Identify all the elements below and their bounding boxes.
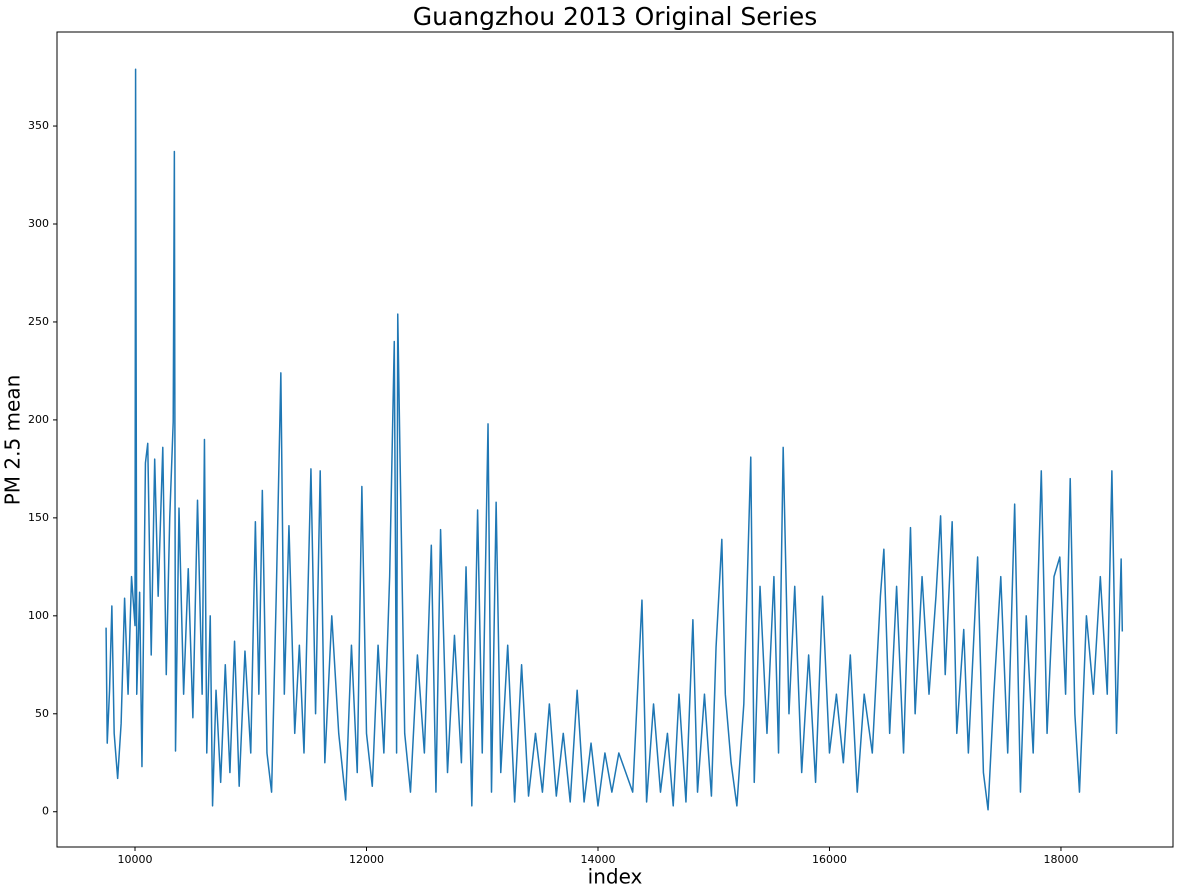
y-axis-label: PM 2.5 mean (1, 375, 25, 506)
x-tick-label: 12000 (349, 853, 384, 866)
x-tick-label: 14000 (580, 853, 615, 866)
chart-title: Guangzhou 2013 Original Series (413, 2, 818, 31)
y-tick-label: 150 (28, 511, 49, 524)
x-axis-label: index (588, 865, 643, 889)
x-tick-label: 18000 (1043, 853, 1078, 866)
y-tick-label: 350 (28, 119, 49, 132)
plot-frame (56, 31, 1174, 848)
y-tick-label: 50 (35, 707, 49, 720)
y-tick-label: 0 (42, 805, 49, 818)
y-tick-label: 250 (28, 315, 49, 328)
y-tick-label: 100 (28, 609, 49, 622)
y-tick-label: 200 (28, 413, 49, 426)
x-tick-label: 16000 (812, 853, 847, 866)
data-line (105, 68, 1124, 811)
y-tick-label: 300 (28, 217, 49, 230)
x-tick-label: 10000 (118, 853, 153, 866)
